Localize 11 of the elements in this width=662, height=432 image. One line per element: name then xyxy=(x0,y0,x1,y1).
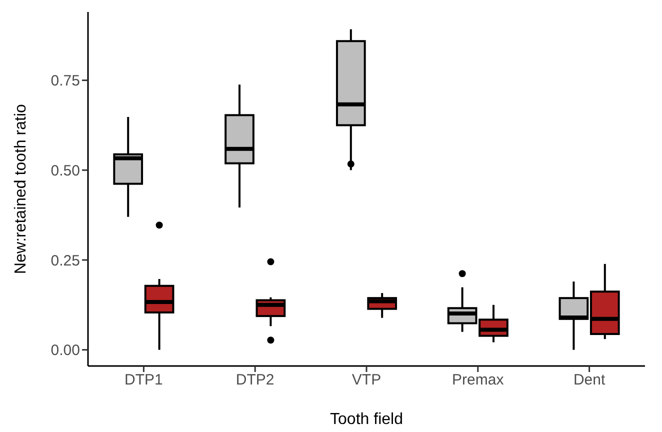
x-tick-label: VTP xyxy=(352,372,382,389)
x-tick-label: Dent xyxy=(573,372,606,389)
y-tick-label: 0.25 xyxy=(50,252,80,270)
x-axis-title: Tooth field xyxy=(330,411,403,428)
y-tick-label: 0.50 xyxy=(50,162,80,180)
y-axis-title: New:retained tooth ratio xyxy=(12,104,30,274)
x-tick-label: DTP2 xyxy=(236,372,274,389)
y-tick-label: 0.00 xyxy=(50,342,80,360)
x-tick-label: DTP1 xyxy=(124,372,163,389)
y-tick-label: 0.75 xyxy=(50,72,80,90)
x-tick-label: Premax xyxy=(452,372,504,389)
